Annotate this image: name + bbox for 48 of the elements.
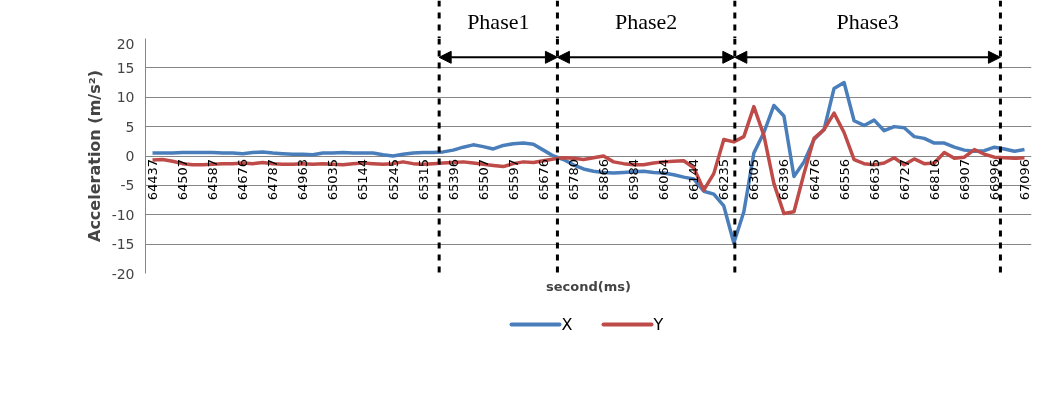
x-tick-label: 66556 xyxy=(836,159,852,201)
text: Phase1 xyxy=(467,8,530,34)
text: Phase2 xyxy=(614,8,678,34)
x-tick-label: 65396 xyxy=(445,159,461,201)
x-tick-label: 66635 xyxy=(866,159,882,201)
x-tick-label: 65597 xyxy=(505,159,521,201)
x-tick-label: 65676 xyxy=(535,159,551,201)
x-tick-label: 64437 xyxy=(145,159,161,201)
y-tick-label: 20 xyxy=(116,35,135,52)
y-axis-title: Acceleration (m/s²) xyxy=(84,70,104,242)
legend-label: X xyxy=(561,315,573,334)
legend-label: Y xyxy=(652,315,664,334)
x-tick-label: 65245 xyxy=(385,159,401,201)
x-tick-label: 64963 xyxy=(295,159,311,201)
x-tick-label: 65144 xyxy=(355,159,371,201)
x-tick-label: 65866 xyxy=(596,159,612,201)
y-tick-label: 15 xyxy=(116,59,135,76)
y-tick-label: 0 xyxy=(125,148,135,164)
x-tick-label: 66816 xyxy=(926,159,942,201)
x-tick-label: 64787 xyxy=(265,159,281,201)
x-tick-label: 64507 xyxy=(175,159,191,201)
text: Phase3 xyxy=(836,8,899,34)
x-tick-label: 66476 xyxy=(806,159,822,201)
x-tick-label: 65315 xyxy=(415,159,431,201)
x-tick-label: 66396 xyxy=(776,159,792,201)
x-tick-label: 65780 xyxy=(565,159,581,201)
y-tick-label: -20 xyxy=(111,265,135,282)
x-tick-label: 66727 xyxy=(896,159,912,201)
x-tick-label: 66144 xyxy=(686,159,702,201)
y-tick-label: 10 xyxy=(116,89,135,106)
y-tick-label: -10 xyxy=(111,206,135,223)
x-tick-label: 66235 xyxy=(716,159,732,201)
y-tick-label: 5 xyxy=(125,118,135,135)
x-tick-label: 65984 xyxy=(626,159,642,201)
line-series xyxy=(150,104,1027,216)
x-tick-label: 66064 xyxy=(656,159,672,201)
x-axis-title: second(ms) xyxy=(546,278,631,294)
x-tick-label: 67096 xyxy=(1016,159,1032,201)
x-tick-label: 66907 xyxy=(956,159,972,201)
y-tick-label: -15 xyxy=(111,236,135,253)
x-tick-label: 65035 xyxy=(325,159,341,201)
x-tick-label: 65507 xyxy=(475,159,491,201)
line-series xyxy=(150,80,1027,245)
x-tick-label: 66996 xyxy=(986,159,1002,201)
x-tick-label: 64587 xyxy=(205,159,221,201)
x-tick-label: 66305 xyxy=(746,159,762,201)
x-tick-label: 64676 xyxy=(235,159,251,201)
y-tick-label: -5 xyxy=(120,177,135,194)
